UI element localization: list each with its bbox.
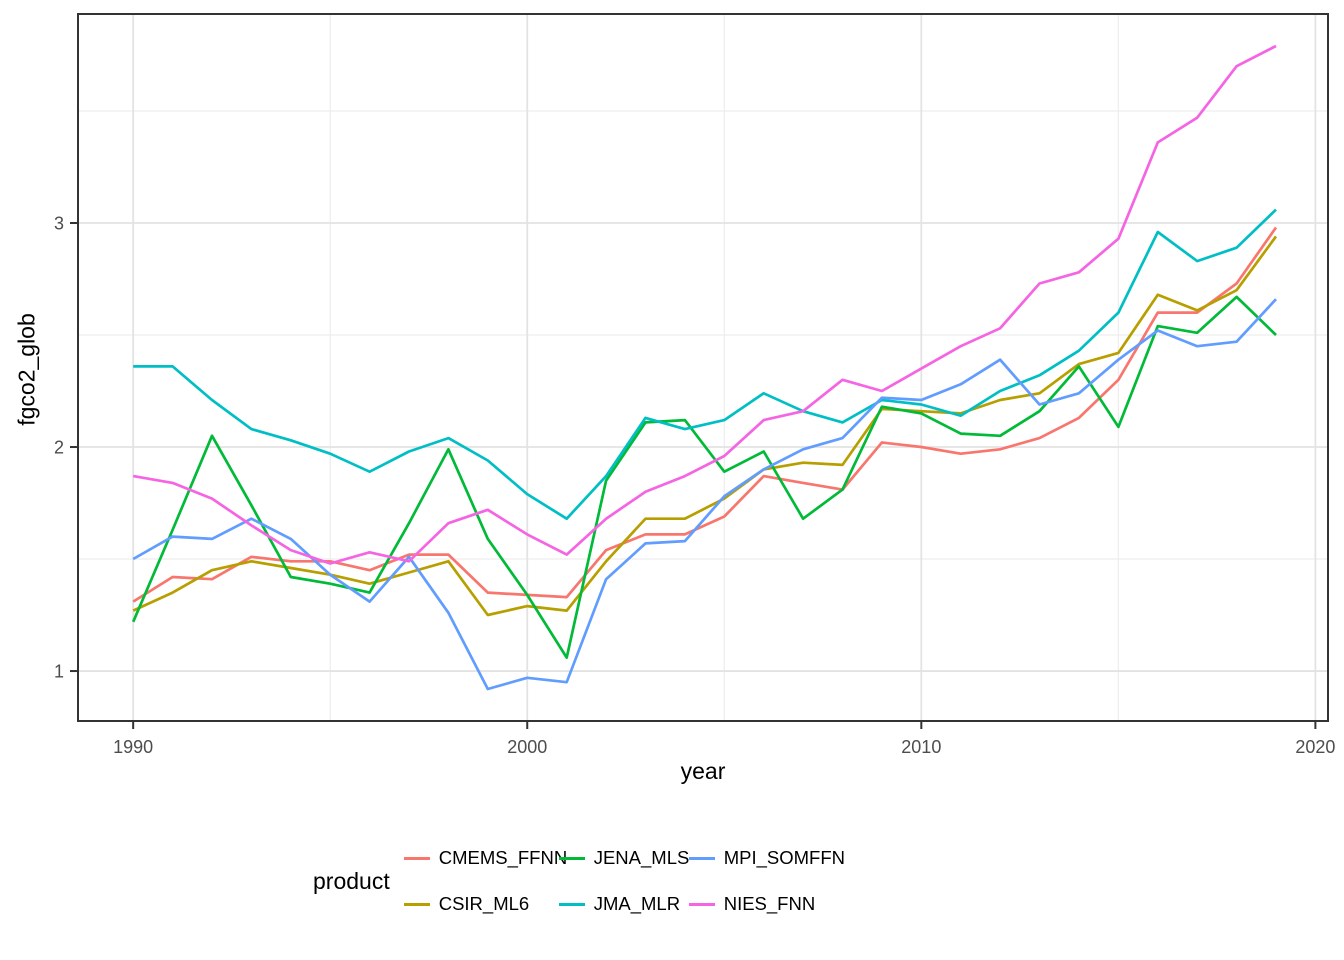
legend-item-MPI_SOMFFN: MPI_SOMFFN (688, 846, 845, 870)
legend-label: JENA_MLS (593, 847, 690, 868)
legend-item-JENA_MLS: JENA_MLS (558, 846, 690, 870)
legend-key-CSIR_ML6 (403, 902, 430, 906)
legend-items: CMEMS_FFNN CSIR_ML6 JENA_MLS JMA_MLR MPI_SOM… (403, 846, 845, 916)
y-tick-label: 2 (54, 438, 64, 458)
legend-item-CMEMS_FFNN: CMEMS_FFNN (403, 846, 567, 870)
x-tick-label: 1990 (113, 737, 153, 757)
panel-border (77, 13, 1329, 722)
series-line-JENA_MLS (131, 295, 1277, 659)
x-tick-label: 2000 (507, 737, 547, 757)
legend-label: CMEMS_FFNN (438, 847, 568, 868)
legend-label: CSIR_ML6 (438, 893, 530, 914)
legend-key-MPI_SOMFFN (688, 856, 715, 860)
x-axis-title: year (680, 758, 726, 784)
legend-label: JMA_MLR (593, 893, 681, 914)
legend-item-NIES_FNN: NIES_FNN (688, 892, 845, 916)
series-line-JMA_MLR (133, 208, 1277, 521)
legend-label: NIES_FNN (723, 893, 816, 914)
panel-background (78, 14, 1328, 721)
legend: product CMEMS_FFNN CSIR_ML6 JENA_MLS JMA_ML… (313, 846, 845, 916)
legend-item-JMA_MLR: JMA_MLR (558, 892, 689, 916)
legend-label: MPI_SOMFFN (723, 847, 845, 868)
legend-key-JMA_MLR (558, 902, 585, 906)
y-axis-title: fgco2_glob (13, 313, 40, 426)
series-line-MPI_SOMFFN (132, 298, 1277, 691)
y-tick-label: 1 (54, 662, 64, 682)
legend-key-JENA_MLS (558, 856, 585, 860)
legend-title: product (313, 867, 390, 894)
legend-item-CSIR_ML6: CSIR_ML6 (403, 892, 559, 916)
legend-key-CMEMS_FFNN (403, 856, 430, 860)
legend-key-NIES_FNN (688, 902, 715, 906)
y-tick-label: 3 (54, 214, 64, 234)
x-tick-label: 2010 (901, 737, 941, 757)
series-line-CSIR_ML6 (132, 235, 1278, 617)
series-line-NIES_FNN (132, 44, 1277, 565)
x-tick-label: 2020 (1295, 737, 1335, 757)
